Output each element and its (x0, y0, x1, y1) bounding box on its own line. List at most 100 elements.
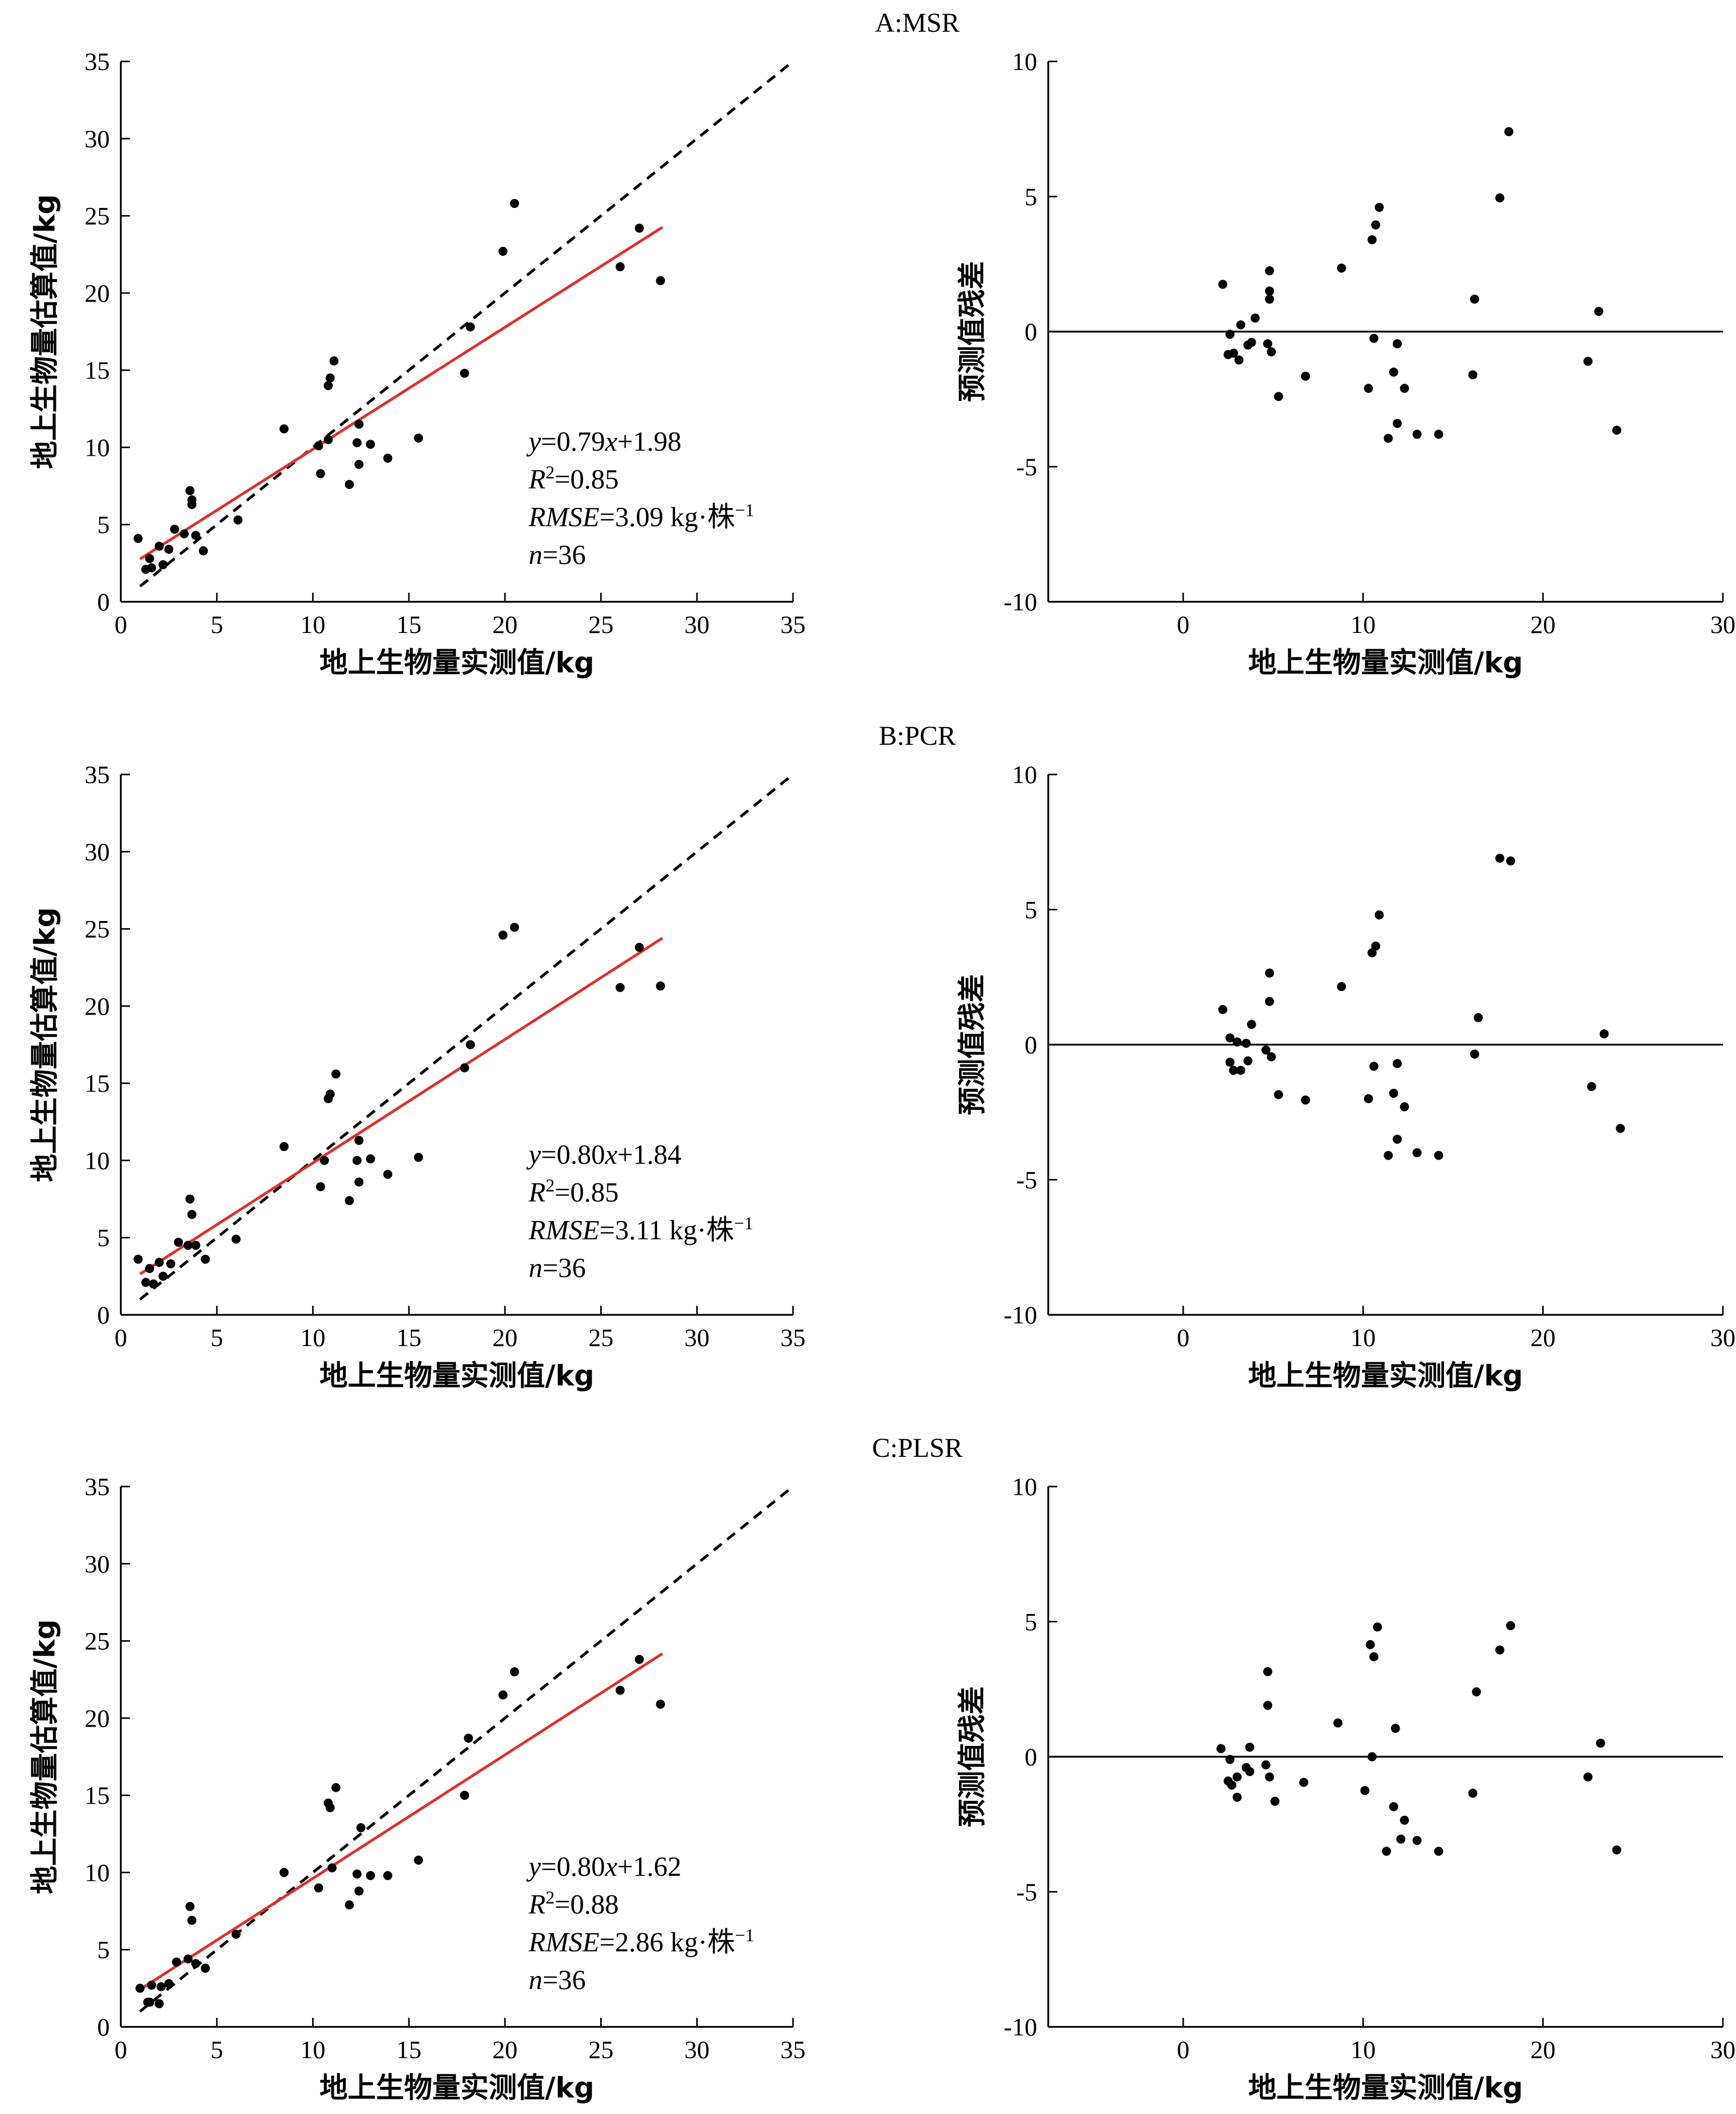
y-tick-label: -10 (1003, 1301, 1037, 1329)
sample-size-text: n=36 (529, 1252, 586, 1283)
residual-point (1616, 1123, 1625, 1133)
y-tick-label: 0 (97, 2013, 110, 2041)
data-point (135, 1984, 145, 1993)
residual-point (1229, 348, 1239, 358)
rmse-text: RMSE=3.09 kg·株−1 (528, 500, 754, 532)
data-point (634, 224, 644, 233)
data-point (279, 424, 289, 434)
data-point (145, 1264, 155, 1274)
residual-point (1372, 1622, 1382, 1632)
data-point (320, 1156, 329, 1165)
residual-point (1299, 1778, 1309, 1787)
regression-line (139, 1652, 664, 1991)
data-point (354, 1886, 364, 1896)
residual-point (1242, 1038, 1251, 1048)
y-tick-label: 25 (85, 202, 110, 230)
x-tick-label: 5 (210, 610, 223, 639)
data-point (498, 247, 508, 256)
data-point (634, 1655, 644, 1664)
data-point (354, 419, 364, 429)
y-tick-label: 10 (1012, 760, 1037, 789)
panel-3: C:PLSR 0 5 10 15 20 25 30 35 0 5 10 15 20 25 30 35 地上生物量实… (29, 1433, 1735, 2104)
data-point (634, 943, 644, 952)
regression-line (139, 226, 664, 560)
data-point (191, 531, 200, 540)
data-point (325, 373, 335, 383)
data-point (183, 1241, 193, 1250)
data-point (199, 546, 208, 555)
residual-point (1265, 1772, 1274, 1782)
x-tick-label: 0 (1177, 1323, 1190, 1352)
data-point (157, 1982, 166, 1992)
data-point (185, 1194, 195, 1204)
y-tick-label: 5 (1025, 895, 1037, 924)
residual-point (1396, 1835, 1406, 1844)
y-tick-label: 30 (85, 837, 110, 866)
residual-point (1393, 339, 1402, 348)
residual-point (1265, 997, 1274, 1006)
residual-point (1216, 1744, 1226, 1753)
residual-point (1382, 1847, 1391, 1856)
x-tick-label: 0 (115, 2035, 127, 2064)
data-point (325, 1803, 335, 1812)
regression-annotation: y=0.80x+1.84 R2=0.85 RMSE=3.11 kg·株−1 n=36 (526, 1139, 753, 1283)
equation-text: y=0.80x+1.84 (526, 1139, 681, 1170)
y-tick-label: 20 (85, 1704, 110, 1732)
data-point (172, 1957, 181, 1967)
data-point (466, 322, 475, 332)
x-axis-title: 地上生物量实测值/kg (1248, 2072, 1523, 2104)
y-axis-title: 地上生物量估算值/kg (29, 1619, 61, 1894)
residual-point (1236, 320, 1246, 330)
residual-point (1400, 1815, 1409, 1825)
data-point (366, 440, 375, 449)
x-tick-label: 35 (780, 2035, 806, 2064)
residual-point (1233, 1772, 1242, 1782)
residual-point (1243, 1056, 1253, 1066)
data-point (187, 1916, 197, 1925)
residual-point (1470, 295, 1479, 304)
data-point (354, 1177, 364, 1187)
residual-point (1389, 1089, 1399, 1098)
y-tick-label: 5 (97, 1936, 110, 1964)
x-tick-label: 30 (1710, 1323, 1735, 1352)
data-point (344, 480, 354, 489)
residual-point (1474, 1013, 1483, 1022)
equation-text: y=0.79x+1.98 (526, 426, 681, 457)
y-tick-label: 0 (1025, 318, 1037, 346)
y-tick-label: 5 (97, 511, 110, 539)
y-tick-label: 5 (97, 1224, 110, 1252)
x-tick-label: 5 (210, 2035, 223, 2064)
data-point (231, 1234, 241, 1244)
residual-point (1583, 357, 1593, 366)
residual-point (1267, 347, 1276, 357)
data-point (314, 1883, 323, 1893)
y-tick-label: 10 (85, 1858, 110, 1886)
residual-point (1225, 1058, 1235, 1067)
x-tick-label: 0 (1177, 2035, 1190, 2064)
residual-point (1236, 1066, 1246, 1075)
x-tick-label: 35 (780, 610, 806, 639)
residual-point (1393, 418, 1402, 428)
section-label: B:PCR (879, 721, 956, 751)
residual-point (1412, 1836, 1422, 1845)
residual-point (1506, 856, 1515, 866)
x-tick-label: 20 (1531, 610, 1556, 639)
residual-point (1612, 1845, 1622, 1855)
residual-plot: 0 10 20 30 10 5 0 -5 -10 地上生物量实测值/kg 预测值残差 (956, 760, 1735, 1392)
data-point (329, 356, 339, 366)
residual-point (1267, 1052, 1276, 1062)
scatter-plot: 0 5 10 15 20 25 30 35 0 5 10 15 20 25 30 35 地上生物量实测值/kg 地… (29, 47, 806, 679)
data-point (383, 1170, 393, 1179)
data-point (383, 1871, 393, 1880)
residual-point (1371, 220, 1381, 230)
residual-point (1371, 941, 1381, 951)
data-point (191, 1959, 200, 1968)
residual-point (1389, 367, 1399, 377)
y-tick-label: 35 (85, 760, 110, 789)
reference-line-1to1 (139, 1485, 794, 2013)
x-tick-label: 0 (115, 1323, 127, 1352)
section-label: A:MSR (875, 8, 960, 38)
y-tick-label: -5 (1016, 1878, 1037, 1906)
x-tick-label: 10 (300, 2035, 325, 2064)
